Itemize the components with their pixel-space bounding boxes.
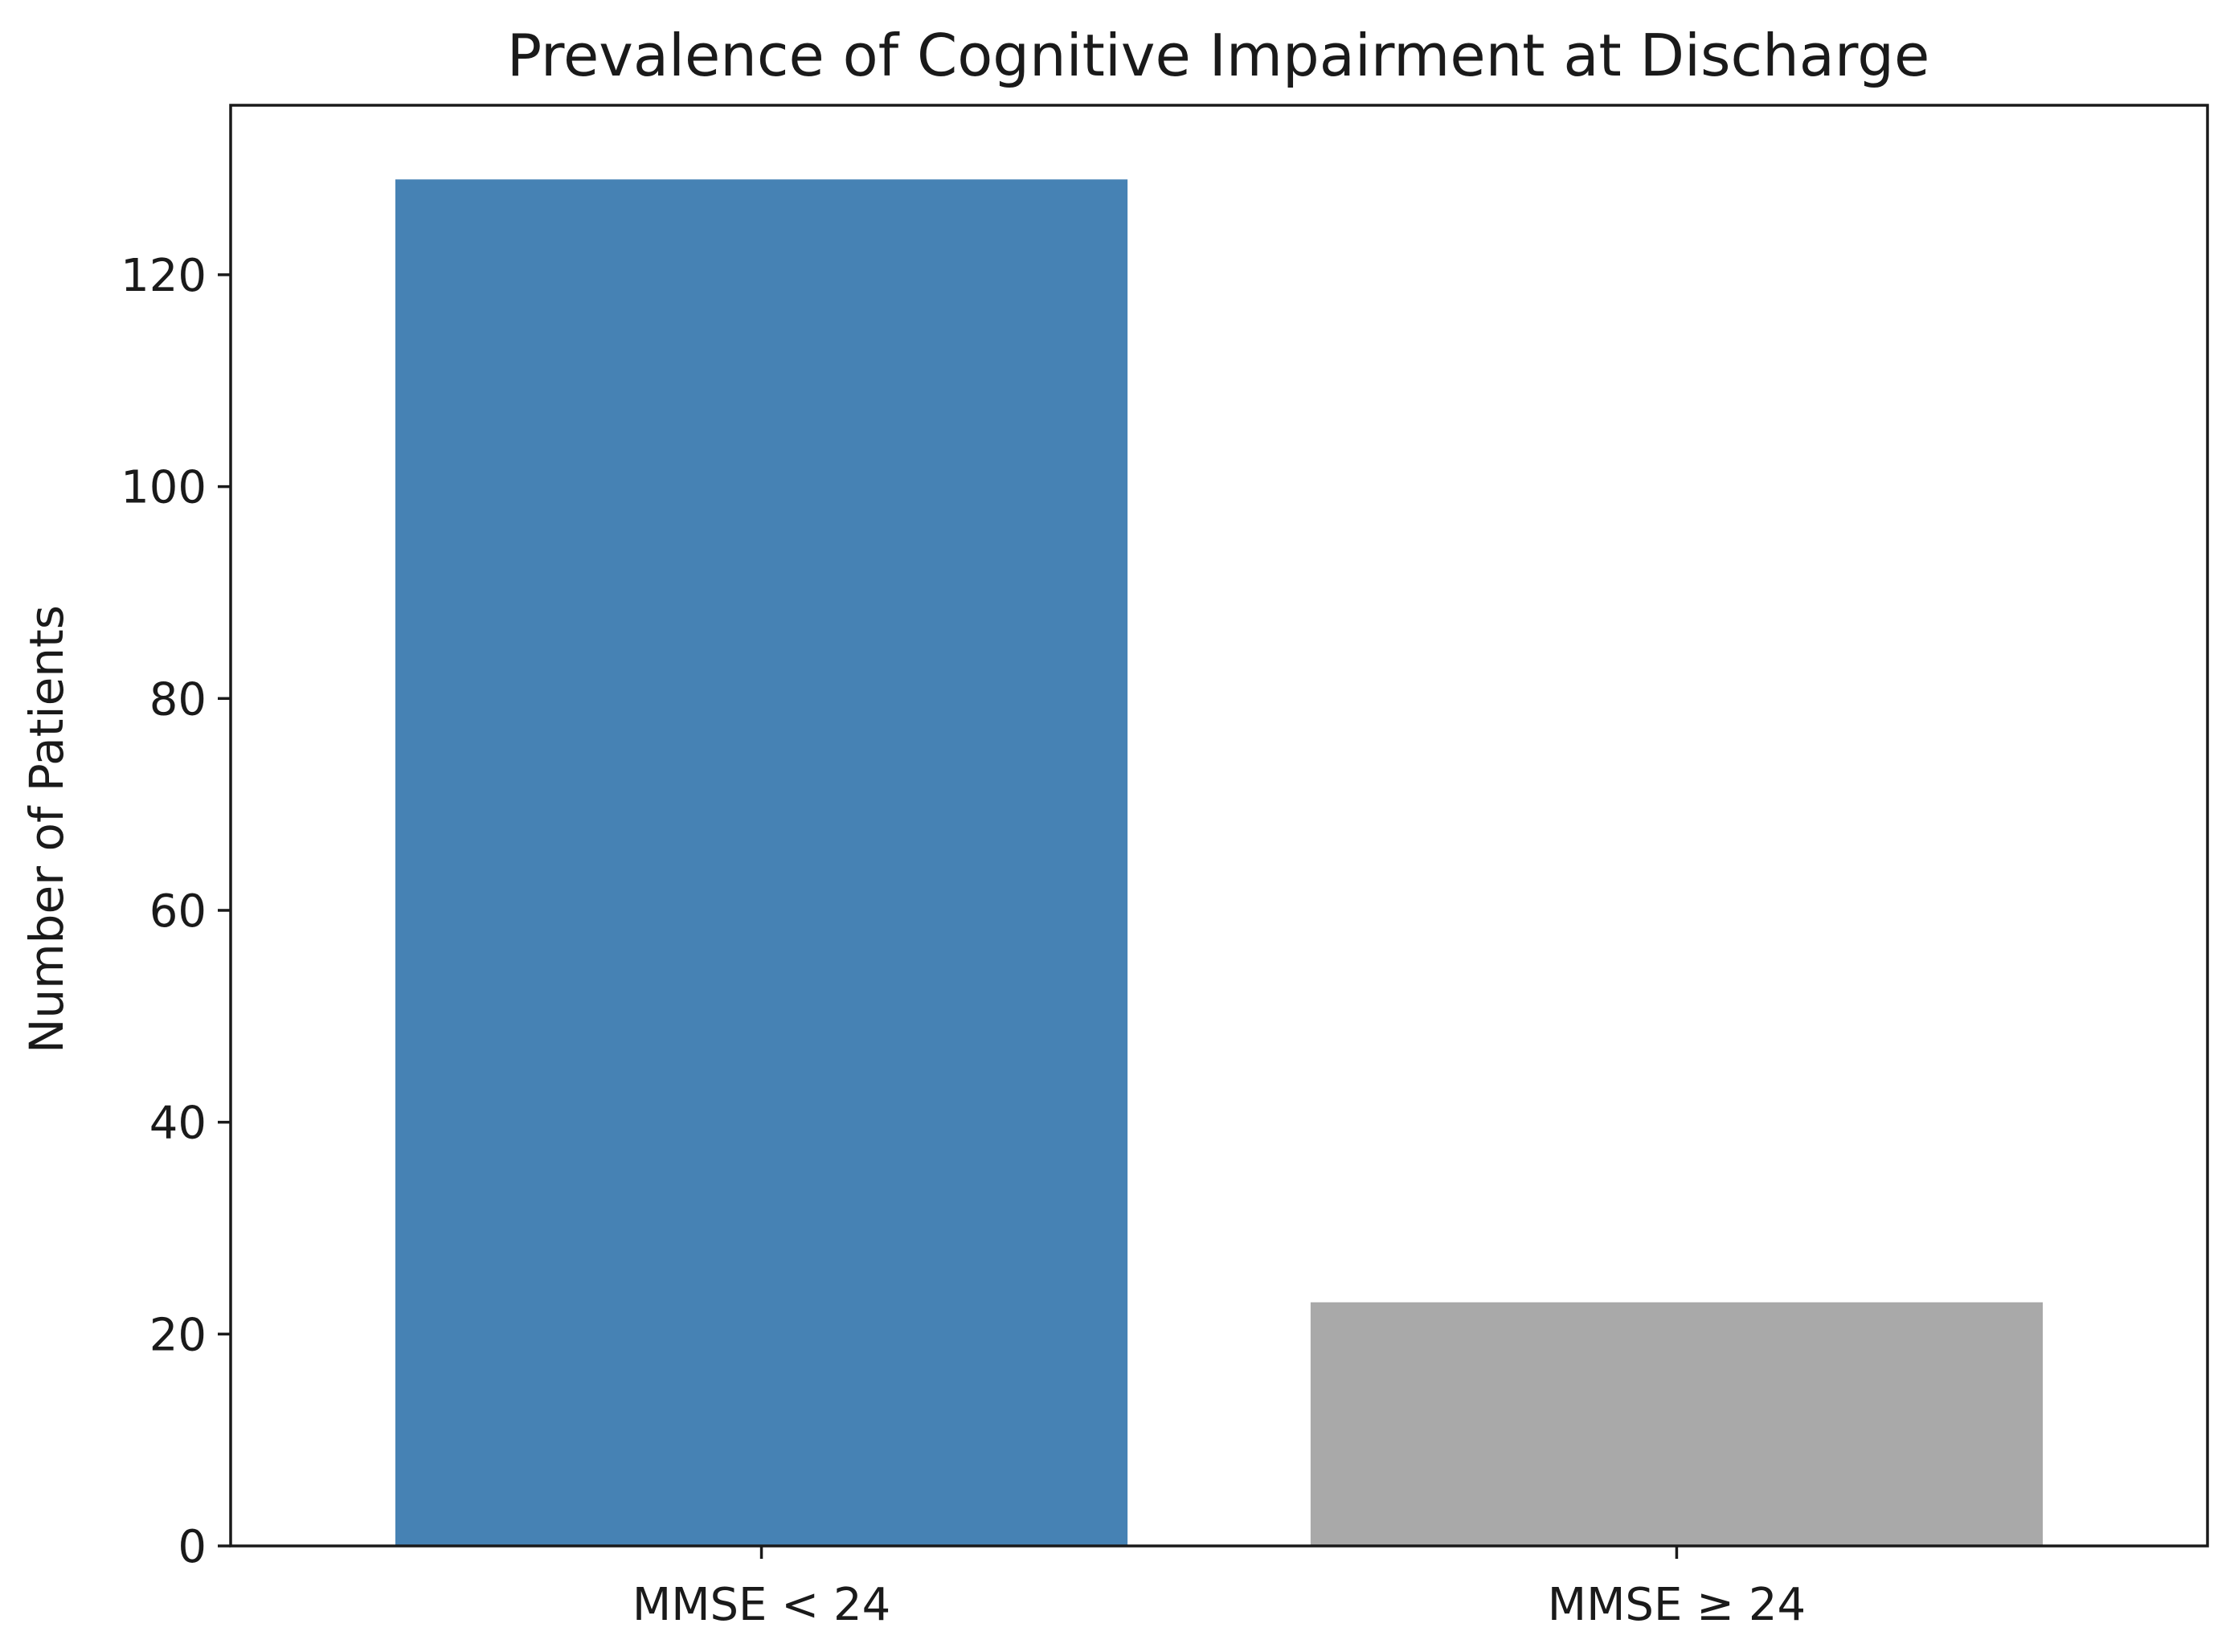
ticks-layer: MMSE < 24 MMSE ≥ 24 0 20 40 60 80 100 120	[121, 250, 1806, 1631]
y-tick-label: 120	[121, 250, 207, 302]
bar-1	[395, 179, 1128, 1547]
y-tick-label: 20	[149, 1309, 207, 1361]
x-tick-label: MMSE < 24	[632, 1579, 890, 1631]
y-tick-label: 100	[121, 462, 207, 514]
bars-layer	[395, 179, 2043, 1547]
y-tick-label: 40	[149, 1098, 207, 1150]
bar-2	[1310, 1302, 2043, 1546]
y-tick-label: 80	[149, 673, 207, 726]
y-tick-label: 0	[178, 1521, 207, 1573]
y-axis-label: Number of Patients	[19, 605, 74, 1053]
plot-area-frame	[229, 104, 2209, 1548]
chart-title: Prevalence of Cognitive Impairment at Di…	[507, 22, 1929, 89]
x-tick-label: MMSE ≥ 24	[1548, 1579, 1806, 1631]
y-tick-label: 60	[149, 885, 207, 938]
